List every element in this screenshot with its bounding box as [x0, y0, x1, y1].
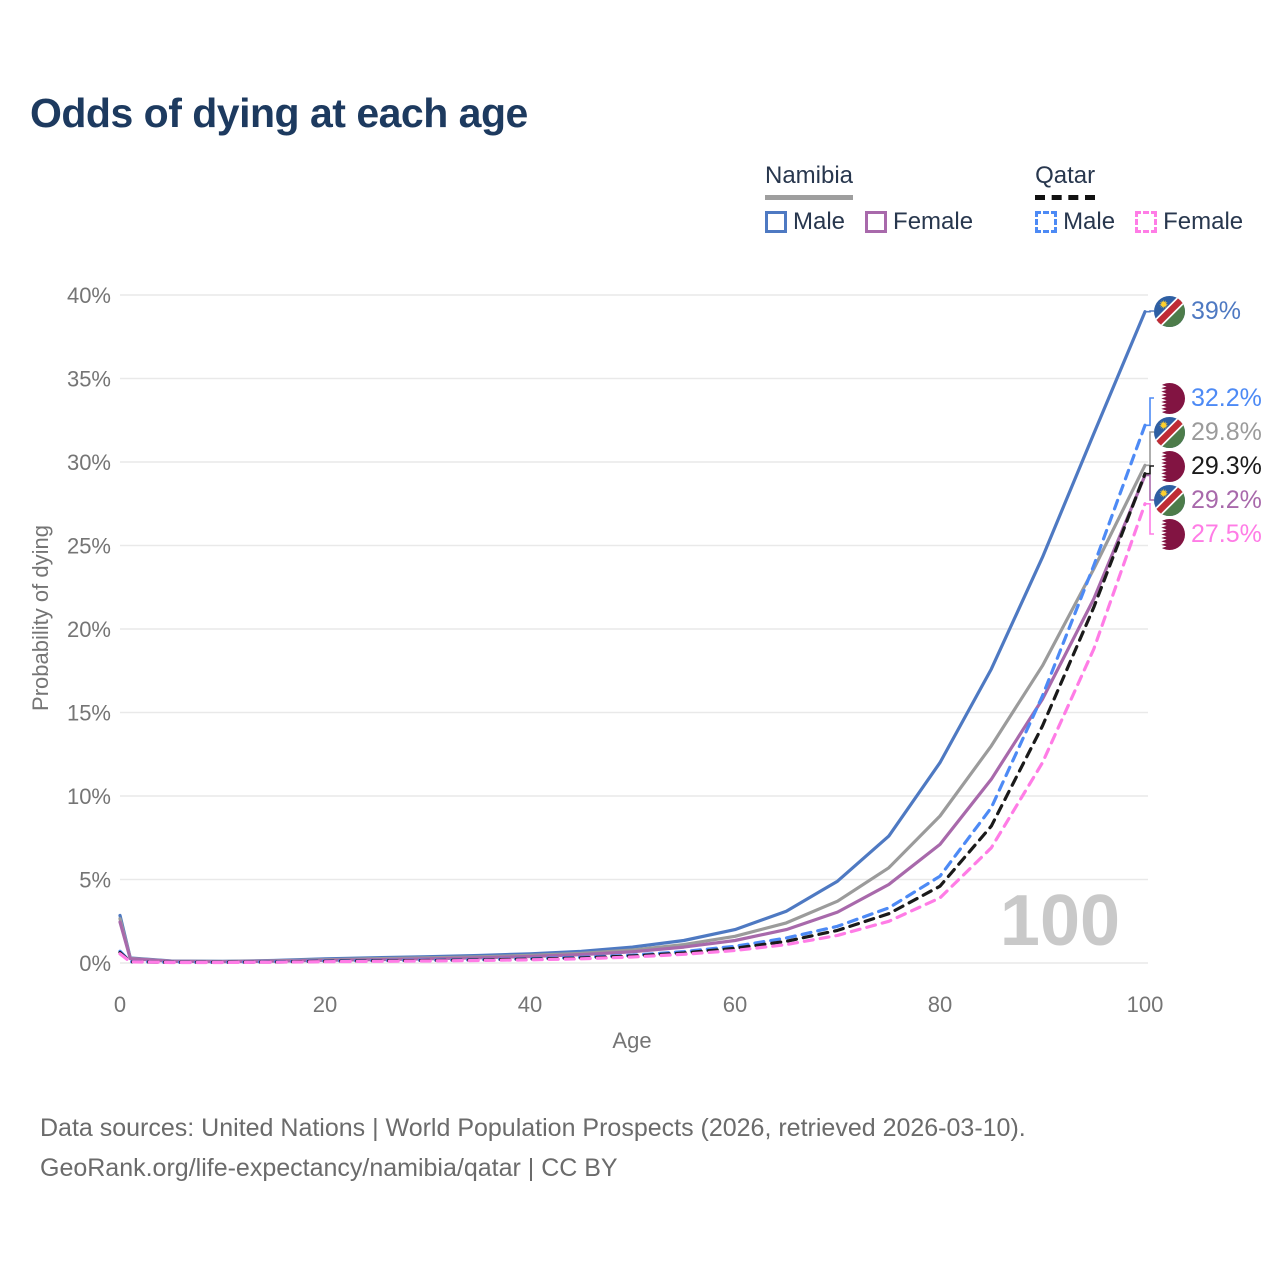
end-label-value: 29.8%: [1191, 417, 1262, 446]
legend-label: Female: [893, 208, 974, 235]
legend: Namibia Male Female Qatar Male Female: [765, 162, 1243, 236]
page-title: Odds of dying at each age: [30, 90, 528, 136]
line-namibia-male: [118, 310, 1147, 963]
legend-toggle-namibia-female[interactable]: Female: [865, 208, 973, 236]
line-qatar-male: [118, 423, 1147, 964]
end-label-qatar-male: 32.2%: [1154, 382, 1262, 414]
end-label-value: 29.3%: [1191, 451, 1262, 480]
y-tick-label: 35%: [67, 367, 111, 392]
line-qatar-both: [118, 472, 1147, 964]
leader-line-qatar-female: [1146, 503, 1154, 535]
x-tick-label: 20: [313, 992, 337, 1017]
qatar-flag-icon: [1154, 382, 1185, 414]
end-label-value: 39%: [1191, 296, 1242, 325]
leader-line-qatar-both: [1146, 465, 1154, 475]
leader-line-namibia-female: [1146, 474, 1154, 501]
namibia-female-swatch-icon: [865, 211, 888, 233]
qatar-flag-icon: [1154, 518, 1185, 550]
legend-toggle-qatar-female[interactable]: Female: [1135, 208, 1243, 236]
x-tick-label: 100: [1127, 992, 1164, 1017]
x-tick-label: 60: [723, 992, 747, 1017]
namibia-male-swatch-icon: [765, 211, 787, 233]
leader-line-qatar-male: [1146, 397, 1154, 427]
leader-line-namibia-both: [1146, 431, 1154, 467]
end-label-value: 32.2%: [1191, 383, 1262, 412]
line-namibia-female: [118, 473, 1147, 964]
end-label-qatar-female: 27.5%: [1154, 518, 1262, 550]
x-tick-label: 80: [928, 992, 952, 1017]
y-tick-label: 20%: [67, 617, 111, 642]
namibia-flag-icon: [1154, 416, 1185, 448]
end-label-value: 27.5%: [1191, 519, 1262, 548]
legend-country-namibia: Namibia: [765, 162, 854, 200]
y-tick-label: 5%: [79, 868, 111, 893]
x-tick-label: 40: [518, 992, 542, 1017]
end-label-namibia-both: 29.8%: [1154, 416, 1262, 448]
legend-group-namibia: Namibia Male Female: [765, 162, 973, 236]
footer-attribution: GeoRank.org/life-expectancy/namibia/qata…: [40, 1154, 618, 1182]
end-label-namibia-female: 29.2%: [1154, 484, 1262, 516]
age-watermark: 100: [1000, 881, 1120, 961]
qatar-flag-icon: [1154, 450, 1185, 482]
legend-toggle-namibia-male[interactable]: Male: [765, 208, 845, 236]
footer: Data sources: United Nations | World Pop…: [40, 1108, 1026, 1188]
qatar-female-swatch-icon: [1135, 211, 1158, 233]
footer-sources: Data sources: United Nations | World Pop…: [40, 1114, 1026, 1142]
legend-country-qatar: Qatar: [1035, 162, 1096, 200]
namibia-flag-icon: [1154, 484, 1185, 516]
legend-label: Male: [1063, 208, 1116, 235]
line-namibia-both: [118, 463, 1147, 964]
legend-label: Female: [1163, 208, 1244, 235]
legend-toggle-qatar-male[interactable]: Male: [1035, 208, 1115, 236]
y-tick-label: 30%: [67, 450, 111, 475]
legend-group-qatar: Qatar Male Female: [1035, 162, 1243, 236]
end-label-qatar-both: 29.3%: [1154, 450, 1262, 482]
end-label-namibia-male: 39%: [1154, 295, 1241, 327]
end-label-value: 29.2%: [1191, 485, 1262, 514]
line-qatar-female: [118, 502, 1147, 965]
y-tick-label: 15%: [67, 701, 111, 726]
y-tick-label: 25%: [67, 534, 111, 559]
namibia-flag-icon: [1154, 295, 1185, 327]
x-tick-label: 0: [114, 992, 126, 1017]
y-tick-label: 0%: [79, 951, 111, 976]
y-axis-title: Probability of dying: [28, 525, 53, 711]
leader-line-namibia-male: [1146, 310, 1154, 313]
legend-label: Male: [793, 208, 846, 235]
qatar-male-swatch-icon: [1035, 211, 1058, 233]
x-axis-title: Age: [612, 1028, 651, 1053]
y-tick-label: 40%: [67, 283, 111, 308]
y-tick-label: 10%: [67, 784, 111, 809]
